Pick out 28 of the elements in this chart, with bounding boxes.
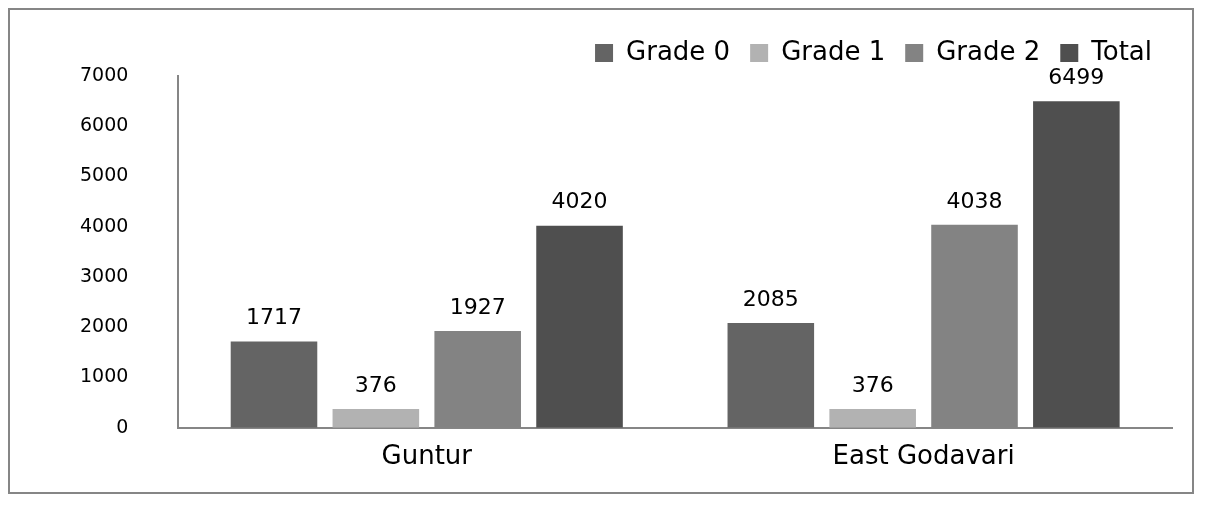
bar [829, 408, 916, 428]
x-tick-label: Guntur [381, 440, 473, 471]
x-tick-label: East Godavari [832, 440, 1015, 471]
y-tick-label: 7000 [79, 62, 129, 85]
data-label: 6499 [1048, 63, 1105, 89]
bar [332, 408, 420, 428]
y-tick-label: 6000 [79, 113, 129, 136]
legend-label: Grade 1 [781, 35, 886, 66]
y-tick-label: 4000 [79, 213, 129, 236]
data-label: 376 [354, 371, 397, 397]
bar [536, 225, 623, 428]
y-tick-label: 3000 [79, 263, 129, 286]
y-tick-label: 5000 [79, 163, 129, 186]
data-label: 4020 [551, 188, 608, 214]
data-label: 376 [851, 371, 894, 397]
legend-label: Grade 0 [626, 35, 731, 66]
y-tick-label: 1000 [79, 364, 129, 387]
y-tick-label: 0 [116, 414, 129, 437]
legend-label: Grade 2 [936, 35, 1041, 66]
bar [1033, 101, 1120, 428]
bar [230, 341, 318, 428]
bar [727, 323, 815, 428]
data-label: 4038 [946, 187, 1003, 213]
legend-label: Total [1090, 35, 1153, 66]
data-label: 1927 [449, 293, 506, 319]
y-tick-label: 2000 [79, 314, 129, 337]
data-label: 1717 [245, 304, 302, 330]
data-label: 2085 [742, 285, 799, 311]
